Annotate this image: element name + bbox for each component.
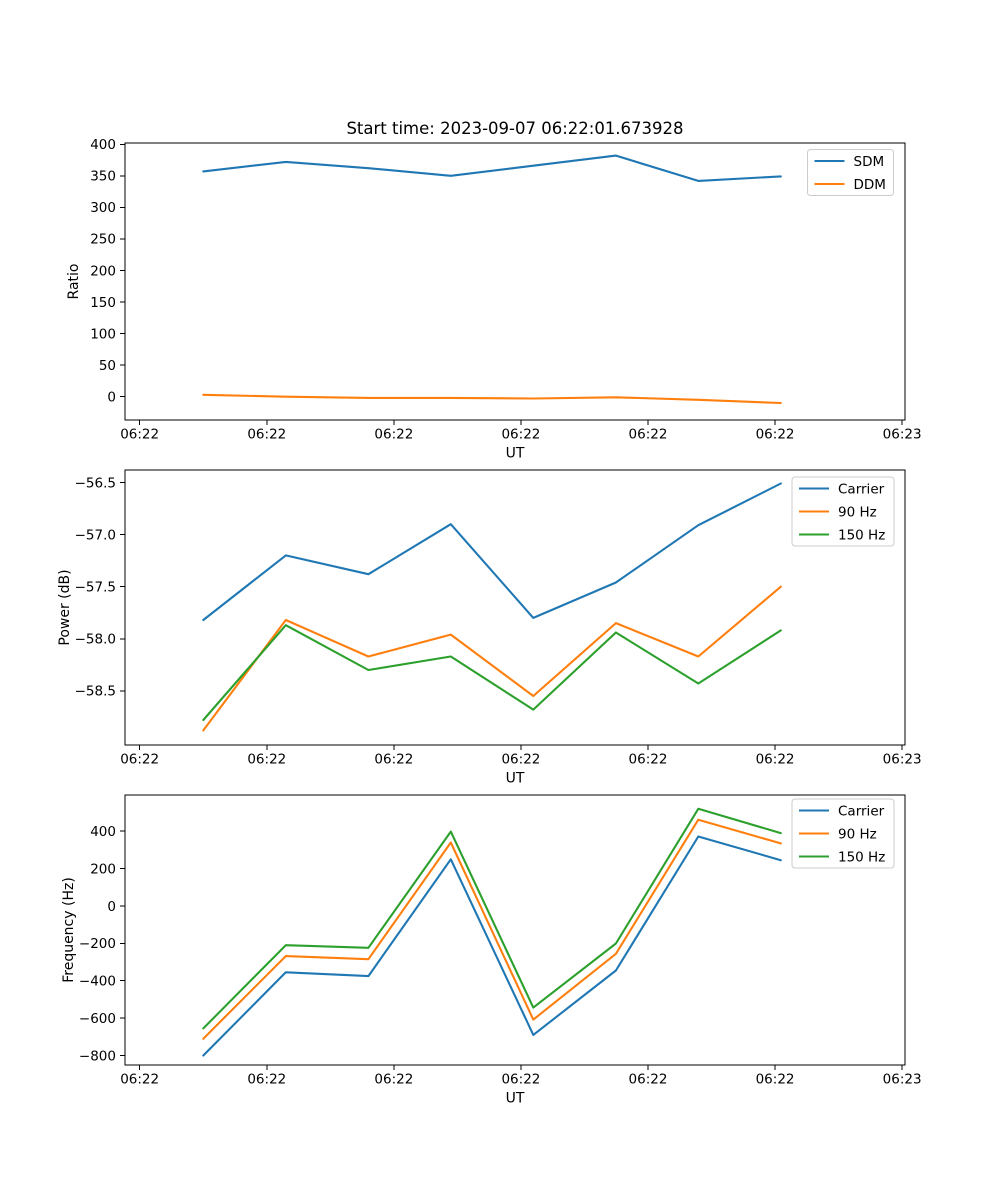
legend-label-90-hz: 90 Hz (838, 826, 877, 842)
x-tick-label: 06:22 (374, 752, 413, 768)
x-tick-label: 06:22 (374, 427, 413, 443)
axes-frame (124, 142, 906, 421)
y-tick-label: 150 (90, 295, 116, 311)
y-axis-label: Power (dB) (57, 569, 73, 645)
figure-title: Start time: 2023-09-07 06:22:01.673928 (346, 119, 683, 138)
x-tick-label: 06:23 (883, 1072, 922, 1088)
x-tick-label: 06:22 (629, 427, 668, 443)
y-tick-label: 250 (90, 232, 116, 248)
series-line-90-hz (202, 818, 782, 1040)
y-tick-label: 200 (90, 263, 116, 279)
series-line-150-hz (202, 807, 782, 1030)
series-line-carrier (202, 482, 782, 622)
subplot-power-db: −58.5 −58.0 −57.5 −57.0 −56.5 06:22 06:22 06:22… (57, 469, 922, 787)
legend-label-carrier: Carrier (838, 481, 885, 497)
legend-box (791, 476, 895, 547)
y-axis-label: Frequency (Hz) (61, 877, 77, 983)
legend: Carrier 90 Hz 150 Hz (791, 798, 895, 869)
series-line-sdm (202, 154, 782, 182)
x-tick-label: 06:22 (756, 1072, 795, 1088)
x-tick-label: 06:22 (629, 1072, 668, 1088)
y-tick-label: −600 (79, 1011, 116, 1027)
subplot-ratio: 0 50 100 150 200 250 300 350 400 06:22 06:22 06:22 0… (66, 137, 922, 461)
series-line-carrier (202, 835, 782, 1057)
y-tick-label: 400 (90, 137, 116, 153)
x-tick-label: 06:22 (501, 752, 540, 768)
x-tick-label: 06:22 (756, 427, 795, 443)
x-tick-label: 06:22 (247, 1072, 286, 1088)
series-line-150-hz (202, 624, 782, 722)
x-axis-label: UT (506, 771, 525, 787)
legend-label-90-hz: 90 Hz (838, 504, 877, 520)
legend: SDM DDM (807, 149, 894, 196)
y-axis-label: Ratio (66, 264, 82, 300)
subplots-group: 0 50 100 150 200 250 300 350 400 06:22 06:22 06:22 0… (57, 137, 922, 1106)
subplot-frequency-hz: −800 −600 −400 −200 0 200 400 06:22 06:22 06:22 06… (61, 794, 922, 1107)
series-line-ddm (202, 393, 782, 405)
y-tick-label: 400 (90, 824, 116, 840)
y-tick-label: 0 (107, 899, 116, 915)
legend: Carrier 90 Hz 150 Hz (791, 476, 895, 547)
y-tick-label: 200 (90, 861, 116, 877)
x-tick-label: 06:22 (120, 427, 159, 443)
x-tick-label: 06:22 (501, 427, 540, 443)
legend-label-sdm: SDM (854, 154, 885, 170)
y-tick-label: −57.5 (75, 579, 116, 595)
axes-frame (124, 469, 906, 746)
legend-label-150-hz: 150 Hz (838, 849, 885, 865)
y-tick-label: 300 (90, 200, 116, 216)
x-tick-label: 06:23 (883, 427, 922, 443)
y-tick-label: 0 (107, 389, 116, 405)
x-tick-label: 06:23 (883, 752, 922, 768)
y-tick-label: −400 (79, 974, 116, 990)
legend-label-carrier: Carrier (838, 803, 885, 819)
y-tick-label: −57.0 (75, 527, 116, 543)
y-tick-label: −58.5 (75, 684, 116, 700)
x-tick-label: 06:22 (120, 752, 159, 768)
y-tick-label: −56.5 (75, 475, 116, 491)
y-tick-label: 350 (90, 169, 116, 185)
x-tick-label: 06:22 (501, 1072, 540, 1088)
x-tick-label: 06:22 (247, 427, 286, 443)
x-tick-label: 06:22 (120, 1072, 159, 1088)
y-tick-label: −58.0 (75, 632, 116, 648)
x-axis-label: UT (506, 1091, 525, 1107)
legend-box (791, 798, 895, 869)
legend-label-ddm: DDM (854, 177, 886, 193)
legend-label-150-hz: 150 Hz (838, 527, 885, 543)
y-tick-label: 50 (99, 358, 116, 374)
x-axis-label: UT (506, 446, 525, 462)
series-line-90-hz (202, 585, 782, 732)
axes-frame (124, 794, 906, 1066)
y-tick-label: −800 (79, 1048, 116, 1064)
y-tick-label: 100 (90, 326, 116, 342)
x-tick-label: 06:22 (374, 1072, 413, 1088)
y-tick-label: −200 (79, 936, 116, 952)
x-tick-label: 06:22 (247, 752, 286, 768)
x-tick-label: 06:22 (756, 752, 795, 768)
x-tick-label: 06:22 (629, 752, 668, 768)
